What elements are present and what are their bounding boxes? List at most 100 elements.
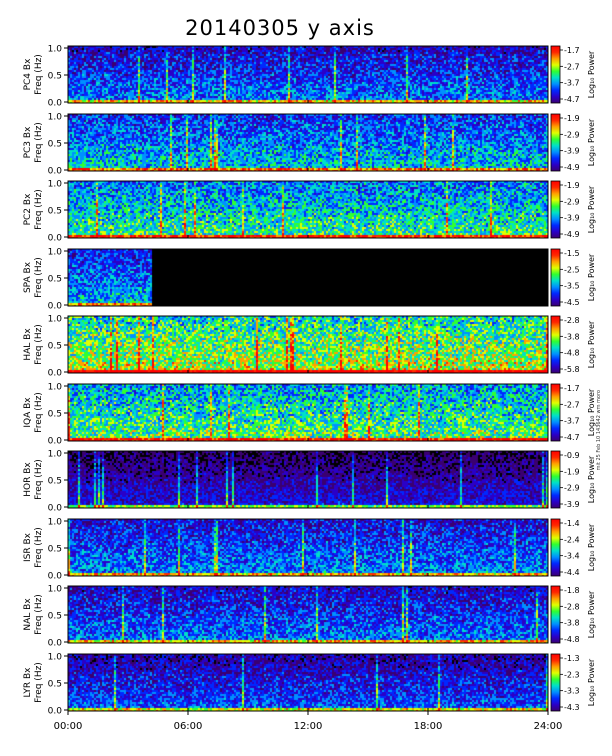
spectrogram-hal (68, 316, 548, 373)
colorbar-tick-label: -4.9 (564, 163, 580, 172)
spectrogram-spa (68, 249, 548, 306)
colorbar-tick-label: -3.8 (564, 332, 580, 341)
spectrogram-lyr (68, 654, 548, 711)
colorbar-tick-label: -2.5 (564, 265, 580, 274)
colorbar-tick-label: -4.7 (564, 95, 580, 104)
colorbar-label: Log₁₀ Power (587, 50, 596, 98)
panel-freq-label: Freq (Hz) (34, 662, 44, 703)
y-tick-label: 1.0 (48, 180, 63, 190)
colorbar-label: Log₁₀ Power (587, 118, 596, 166)
colorbar-tick-label: -1.9 (564, 181, 580, 190)
colorbar-tick-label: -3.7 (564, 79, 580, 88)
panel-freq-label: Freq (Hz) (34, 122, 44, 163)
colorbar-tick-label: -4.7 (564, 433, 580, 442)
x-tick-label: 12:00 (294, 721, 323, 732)
panel-station-label: IQA Bx (23, 397, 33, 428)
colorbar-pc4 (550, 45, 561, 104)
panel-station-label: HAL Bx (23, 328, 33, 361)
panel-hor: 0.0 0.5 1.0 HOR Bx Freq (Hz) -0.9 -1.9 -2.9 -3.9… (23, 450, 596, 514)
y-tick-label: 0.0 (48, 639, 63, 649)
y-tick-label: 1.0 (48, 383, 63, 393)
colorbar-label: Log₁₀ Power (587, 185, 596, 233)
colorbar-hor (550, 450, 561, 509)
panel-spa: 0.0 0.5 1.0 SPA Bx Freq (Hz) -1.5 -2.5 -3.5 -4.5… (23, 248, 596, 312)
colorbar-tick-label: -4.9 (564, 230, 580, 239)
colorbar-tick-label: -3.3 (564, 687, 580, 696)
panel-freq-label: Freq (Hz) (34, 324, 44, 365)
spectrogram-pc2 (68, 181, 548, 238)
colorbar-tick-label: -2.9 (564, 484, 580, 493)
panel-pc4: 0.0 0.5 1.0 PC4 Bx Freq (Hz) -1.7 -2.7 -3.7 -4.7… (23, 45, 596, 109)
colorbar-tick-label: -3.7 (564, 417, 580, 426)
panel-pc2: 0.0 0.5 1.0 PC2 Bx Freq (Hz) -1.9 -2.9 -3.9 -4.9… (23, 180, 596, 244)
panel-freq-label: Freq (Hz) (34, 54, 44, 95)
panel-station-label: SPA Bx (23, 261, 33, 293)
colorbar-tick-label: -3.9 (564, 500, 580, 509)
colorbar-pc2 (550, 180, 561, 239)
colorbar-tick-label: -3.4 (564, 552, 580, 561)
colorbar-label: Log₁₀ Power (587, 320, 596, 368)
colorbar-tick-label: -2.7 (564, 400, 580, 409)
colorbar-tick-label: -0.9 (564, 451, 580, 460)
colorbar-tick-label: -1.3 (564, 654, 580, 663)
colorbar-tick-label: -4.8 (564, 635, 580, 644)
colorbar-tick-label: -1.5 (564, 249, 580, 258)
panel-isr: 0.0 0.5 1.0 ISR Bx Freq (Hz) -1.4 -2.4 -3.4 -4.4… (23, 518, 596, 582)
colorbar-lyr (550, 653, 561, 712)
x-tick-label: 24:00 (534, 721, 563, 732)
y-tick-label: 1.0 (48, 113, 63, 123)
colorbar-label: Log₁₀ Power (587, 658, 596, 706)
y-tick-label: 0.5 (48, 680, 62, 690)
spectrogram-pc4 (68, 46, 548, 103)
y-tick-label: 0.0 (48, 234, 63, 244)
y-tick-label: 1.0 (48, 518, 63, 528)
colorbar-tick-label: -1.7 (564, 384, 580, 393)
colorbar-iqa (550, 383, 561, 442)
colorbar-tick-label: -4.5 (564, 298, 580, 307)
panel-freq-label: Freq (Hz) (34, 527, 44, 568)
colorbar-tick-label: -5.8 (564, 365, 580, 374)
x-tick-label: 06:00 (174, 721, 203, 732)
y-tick-label: 0.5 (48, 207, 62, 217)
spectrogram-nal (68, 586, 548, 643)
y-tick-label: 0.5 (48, 342, 62, 352)
colorbar-label: Log₁₀ Power (587, 253, 596, 301)
colorbar-tick-label: -1.9 (564, 114, 580, 123)
panel-freq-label: Freq (Hz) (34, 189, 44, 230)
colorbar-tick-label: -3.9 (564, 214, 580, 223)
y-tick-label: 1.0 (48, 248, 63, 258)
colorbar-tick-label: -2.3 (564, 670, 580, 679)
spectrogram-hor (68, 451, 548, 508)
panel-hal: 0.0 0.5 1.0 HAL Bx Freq (Hz) -2.8 -3.8 -4.8 -5.8… (23, 315, 596, 379)
colorbar-tick-label: -2.7 (564, 62, 580, 71)
colorbar-tick-label: -2.4 (564, 535, 580, 544)
panel-station-label: LYR Bx (23, 667, 33, 698)
y-tick-label: 0.0 (48, 572, 63, 582)
colorbar-tick-label: -2.9 (564, 130, 580, 139)
spectrogram-pc3 (68, 114, 548, 171)
colorbar-tick-label: -1.4 (564, 519, 580, 528)
y-tick-label: 0.5 (48, 275, 62, 285)
y-tick-label: 0.5 (48, 612, 62, 622)
colorbar-hal (550, 315, 561, 374)
chart-title: 20140305 y axis (185, 16, 375, 40)
colorbar-tick-label: -1.9 (564, 467, 580, 476)
y-tick-label: 0.0 (48, 167, 63, 177)
panel-station-label: PC4 Bx (23, 58, 33, 90)
panel-station-label: NAL Bx (23, 598, 33, 631)
panel-station-label: ISR Bx (23, 532, 33, 562)
x-tick-label: 00:00 (54, 721, 83, 732)
y-tick-label: 0.5 (48, 545, 62, 555)
panel-freq-label: Freq (Hz) (34, 594, 44, 635)
colorbar-tick-label: -1.7 (564, 46, 580, 55)
y-tick-label: 0.0 (48, 99, 63, 109)
colorbar-tick-label: -1.8 (564, 586, 580, 595)
x-tick-label: 18:00 (414, 721, 443, 732)
colorbar-tick-label: -2.9 (564, 197, 580, 206)
colorbar-tick-label: -2.8 (564, 316, 580, 325)
colorbar-label: Log₁₀ Power (587, 523, 596, 571)
y-tick-label: 0.0 (48, 707, 63, 717)
colorbar-tick-label: -3.5 (564, 282, 580, 291)
panel-nal: 0.0 0.5 1.0 NAL Bx Freq (Hz) -1.8 -2.8 -3.8 -4.8… (23, 585, 596, 649)
